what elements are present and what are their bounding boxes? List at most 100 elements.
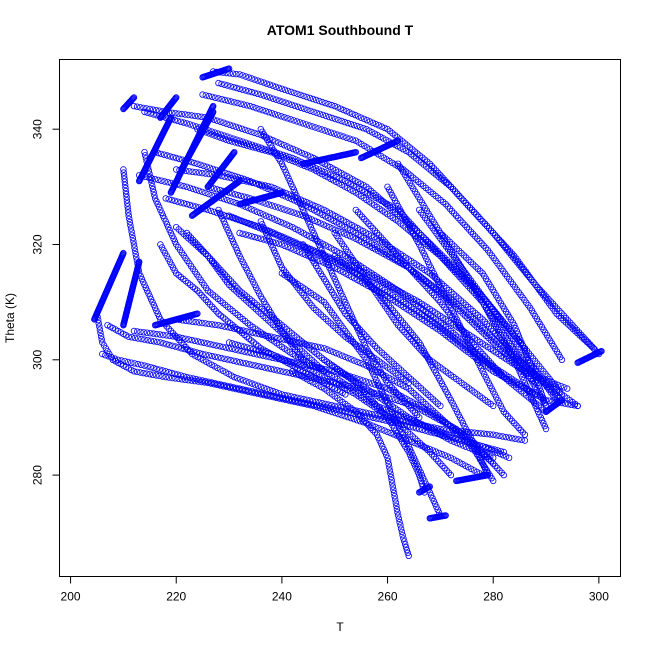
data-point: [331, 102, 338, 110]
data-point: [145, 174, 152, 181]
data-point: [567, 323, 574, 330]
data-point: [331, 402, 338, 410]
data-point: [306, 200, 313, 207]
data-point: [437, 172, 444, 179]
data-point: [459, 310, 466, 317]
data-point: [306, 94, 314, 102]
data-point: [239, 86, 246, 93]
data-point: [177, 118, 184, 125]
data-point: [483, 430, 491, 438]
data-point: [466, 204, 474, 211]
data-point: [283, 155, 290, 162]
data-point: [463, 223, 470, 231]
data-point: [569, 325, 576, 332]
data-point: [272, 239, 279, 246]
data-point: [155, 203, 163, 211]
data-point: [464, 202, 471, 209]
data-point: [315, 250, 322, 257]
data-point: [186, 201, 193, 209]
data-point: [346, 135, 353, 142]
data-point: [274, 232, 281, 239]
data-point: [309, 95, 317, 103]
data-point: [474, 429, 481, 437]
data-point: [499, 433, 506, 440]
data-point: [292, 147, 300, 154]
data-point: [130, 238, 137, 245]
data-point: [203, 163, 210, 170]
data-point: [548, 379, 556, 386]
data-point: [366, 118, 374, 125]
data-point: [189, 168, 196, 175]
data-point: [297, 91, 304, 99]
data-point: [154, 310, 161, 317]
data-point: [265, 182, 272, 190]
data-point: [318, 126, 325, 133]
data-point: [199, 91, 206, 98]
data-point: [213, 117, 221, 124]
data-point: [347, 120, 355, 128]
data-point: [152, 372, 160, 379]
data-point: [282, 99, 289, 106]
data-point: [275, 204, 282, 211]
data-point: [328, 101, 335, 109]
data-point: [372, 120, 379, 128]
data-point: [394, 206, 402, 214]
data-point: [271, 184, 278, 192]
data-points: [91, 65, 605, 559]
data-point: [260, 236, 267, 243]
data-point: [428, 243, 436, 250]
data-point: [509, 435, 516, 442]
data-point: [198, 169, 206, 177]
data-point: [234, 375, 241, 382]
data-point: [237, 192, 245, 200]
data-point: [215, 95, 222, 102]
data-point: [120, 169, 127, 176]
data-point: [249, 144, 257, 151]
data-point: [208, 93, 216, 101]
data-point: [262, 200, 269, 207]
data-point: [441, 176, 448, 184]
data-point: [141, 281, 148, 288]
data-point: [96, 323, 103, 330]
data-point: [406, 419, 413, 426]
data-point: [350, 415, 358, 423]
data-point: [252, 180, 259, 187]
data-point: [231, 373, 238, 381]
data-point: [175, 110, 182, 117]
data-point: [322, 99, 329, 107]
data-point: [221, 96, 228, 104]
data-point: [457, 217, 464, 224]
data-point: [284, 87, 292, 95]
data-point: [168, 109, 176, 116]
data-point: [151, 195, 159, 202]
data-point: [299, 120, 307, 127]
data-point: [249, 222, 257, 229]
data-point: [325, 100, 332, 108]
data-point: [290, 117, 297, 124]
data-point: [215, 264, 222, 271]
data-point: [294, 90, 301, 98]
data-point: [231, 214, 239, 222]
data-point: [130, 102, 138, 110]
data-point: [278, 241, 286, 248]
data-point: [337, 132, 344, 139]
data-point: [186, 121, 194, 128]
data-point: [357, 114, 365, 121]
data-point: [281, 242, 288, 249]
data-point: [275, 112, 282, 119]
data-point: [120, 166, 127, 173]
data-point: [561, 384, 568, 391]
data-point: [237, 140, 245, 148]
data-point: [186, 184, 194, 192]
data-point: [286, 222, 293, 230]
data-point: [446, 261, 453, 269]
data-point: [296, 248, 303, 256]
data-point: [467, 228, 475, 235]
data-point: [254, 382, 262, 389]
data-point: [250, 103, 257, 111]
data-point: [292, 158, 299, 166]
data-point: [483, 320, 491, 328]
data-point: [228, 190, 236, 197]
data-point: [283, 221, 290, 228]
data-point: [149, 185, 157, 193]
